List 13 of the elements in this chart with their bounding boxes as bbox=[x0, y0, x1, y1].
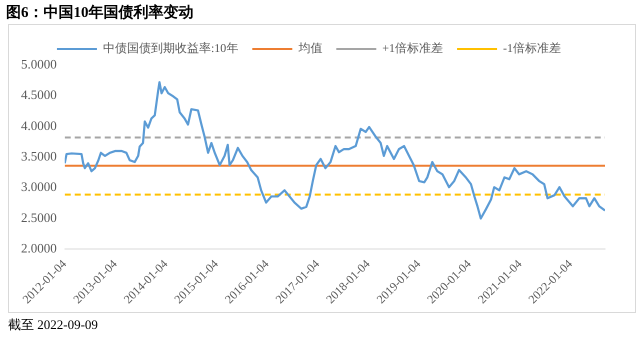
y-tick-label: 3.0000 bbox=[21, 179, 57, 194]
chart-title: 图6：中国10年国债利率变动 bbox=[6, 3, 194, 22]
y-tick-label: 5.0000 bbox=[21, 56, 57, 72]
y-tick-label: 2.0000 bbox=[21, 240, 57, 256]
y-tick-label: 2.5000 bbox=[21, 210, 57, 225]
y-tick-label: 3.5000 bbox=[21, 148, 57, 164]
legend-label: +1倍标准差 bbox=[382, 41, 444, 56]
legend-label: -1倍标准差 bbox=[503, 41, 562, 56]
y-tick-label: 4.0000 bbox=[21, 118, 57, 133]
legend-label: 均值 bbox=[297, 41, 322, 56]
legend-label: 中债国债到期收益率:10年 bbox=[102, 41, 238, 56]
y-tick-label: 4.5000 bbox=[21, 87, 57, 102]
text: 截至 2022-09-09 bbox=[8, 316, 98, 334]
